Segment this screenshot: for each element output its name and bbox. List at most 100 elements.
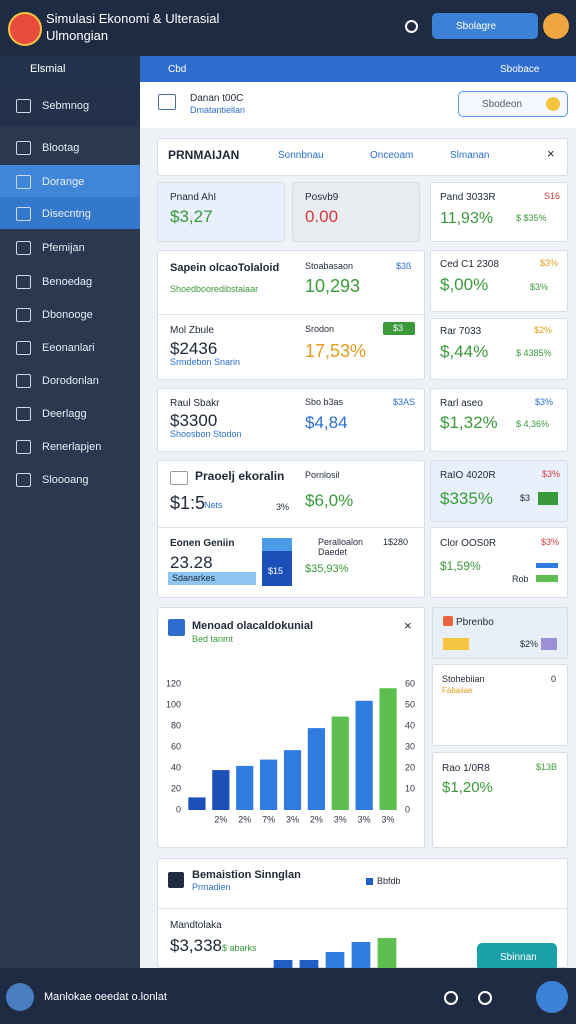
chart-subtitle: Bed tanmt <box>192 634 234 644</box>
topbar <box>140 56 576 82</box>
card-badge: $3ß <box>396 261 412 271</box>
card-note: Shoosbon Stodon <box>170 429 242 439</box>
sidebar-label: Dbonooge <box>42 309 93 321</box>
sidebar-item[interactable]: Dorodonlan <box>0 364 140 397</box>
panel-title: PRNMAIJAN <box>168 148 240 162</box>
sidebar-label: Disecntng <box>42 208 91 220</box>
card-delta: $ 4385% <box>516 348 552 358</box>
card <box>430 250 568 312</box>
footer-icon[interactable] <box>444 991 458 1005</box>
card-label: Pnand AhI <box>170 192 217 203</box>
card-title: Sapein olcaoTolaloid <box>170 262 280 274</box>
app-title: Simulasi Ekonomi & Ulterasial <box>46 11 220 26</box>
sidebar-item[interactable]: Pfemijan <box>0 231 140 264</box>
card-note: $ abarks <box>222 943 257 953</box>
sidebar-item[interactable]: Blootag <box>0 131 140 164</box>
card-note: Fabaiiae <box>442 686 473 695</box>
sidebar-head <box>0 82 140 127</box>
card-value: $,44% <box>440 342 489 361</box>
sidebar-item[interactable]: Deerlagg <box>0 397 140 430</box>
sidebar-item[interactable]: Dbonooge <box>0 298 140 331</box>
chart-close[interactable]: × <box>404 618 412 633</box>
sidebar-icon <box>16 308 31 322</box>
card-badge: $3AS <box>393 397 416 407</box>
card <box>292 182 420 242</box>
sidebar-item[interactable]: Disecntng <box>0 197 140 230</box>
card-note: Shoedbooredibstaiaar <box>170 284 259 294</box>
legend-label: Bbfdb <box>377 876 401 886</box>
divider <box>157 527 425 528</box>
card-icon <box>168 872 184 888</box>
card-badge: $3 <box>393 323 404 333</box>
sidebar-item[interactable]: Eeonanlari <box>0 331 140 364</box>
card-badge: $2% <box>534 325 553 335</box>
sidebar-item[interactable]: Sebmnog <box>0 89 140 122</box>
card-value: $335% <box>440 489 493 508</box>
card-label: Sbo b3as <box>305 397 344 407</box>
card-value: $1,20% <box>442 779 493 796</box>
panel-tab[interactable]: Slmanan <box>450 150 490 161</box>
sidebar-item[interactable]: Sloooang <box>0 463 140 496</box>
card <box>430 182 568 242</box>
legend-swatch <box>366 878 373 885</box>
sidebar-label: Eeonanlari <box>42 342 95 354</box>
card-note: Srmdebon Snarin <box>170 357 241 367</box>
topbar-tab[interactable]: Cbd <box>168 64 187 75</box>
search-icon[interactable] <box>546 97 560 111</box>
card-badge: $3 <box>520 493 531 503</box>
app-subtitle: Ulmongian <box>46 28 109 43</box>
progress-label: Sdanarkes <box>172 573 216 583</box>
dropdown[interactable] <box>0 56 140 82</box>
status-icon[interactable] <box>405 20 418 33</box>
action-button[interactable] <box>477 943 557 971</box>
card-badge: $13B <box>536 762 558 772</box>
avatar[interactable] <box>543 13 569 39</box>
card-label: Stoabasaon <box>305 261 354 271</box>
panel <box>157 138 568 176</box>
panel-tab[interactable]: Sonnbnau <box>278 150 324 161</box>
sidebar-icon <box>16 141 31 155</box>
panel-close[interactable]: × <box>547 146 555 161</box>
sidebar-item[interactable]: Benoedag <box>0 265 140 298</box>
header-button[interactable] <box>432 13 538 39</box>
card-icon <box>170 471 188 485</box>
card-value: 0.00 <box>305 207 339 226</box>
card-badge: $15 <box>268 566 284 576</box>
sidebar-label: Deerlagg <box>42 408 87 420</box>
card-label: Stohebiian <box>442 674 485 684</box>
card-value: $,00% <box>440 275 489 294</box>
sidebar-icon <box>16 99 31 113</box>
card-badge: $3% <box>542 469 561 479</box>
sidebar-item[interactable]: Dorange <box>0 165 140 198</box>
mini-bar <box>536 563 558 568</box>
panel-tab[interactable]: Onceoam <box>370 150 414 161</box>
topbar-action[interactable]: Sbobace <box>500 64 540 75</box>
footer-icon[interactable] <box>478 991 492 1005</box>
card <box>432 752 568 848</box>
page-title: Danan t00C <box>190 93 244 104</box>
badge <box>538 492 558 505</box>
card-value: $35,93% <box>305 563 349 575</box>
card-delta: $ $35% <box>516 213 547 223</box>
card <box>430 460 568 522</box>
sidebar-label: Pfemijan <box>42 242 85 254</box>
card <box>432 664 568 746</box>
card <box>430 318 568 380</box>
user-avatar[interactable] <box>6 983 34 1011</box>
sidebar-label: Benoedag <box>42 276 93 288</box>
card-label: Ced C1 2308 <box>440 259 499 270</box>
card-note: Rob <box>512 574 529 584</box>
page-subtitle: Dmatantiellan <box>190 105 246 115</box>
sidebar-label: Sebmnog <box>42 100 90 112</box>
card-badge: $2% <box>520 639 539 649</box>
sidebar-item[interactable]: Renerlapjen <box>0 430 140 463</box>
card-badge: $3% <box>541 537 560 547</box>
sidebar-label: Blootag <box>42 142 80 154</box>
card-label: Rao 1/0R8 <box>442 763 490 774</box>
card-label: Srodon <box>305 324 335 334</box>
card-value: $1:5 <box>170 493 206 513</box>
footer-fab[interactable] <box>536 981 568 1013</box>
card-value: 10,293 <box>305 276 361 296</box>
sidebar-label: Dorodonlan <box>42 375 99 387</box>
